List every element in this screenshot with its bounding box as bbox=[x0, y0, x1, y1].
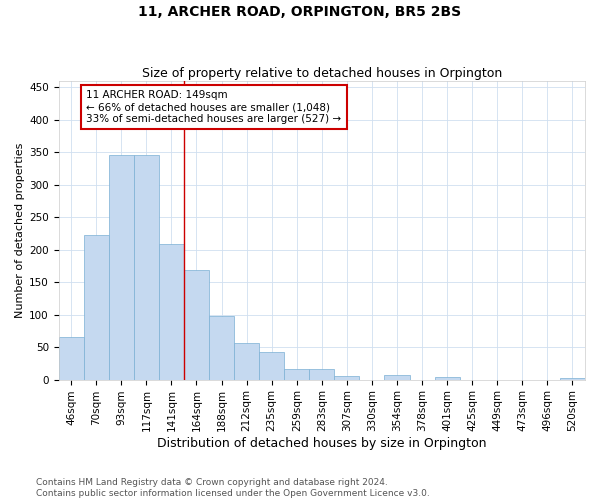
Bar bbox=[334, 376, 359, 380]
Bar bbox=[109, 156, 134, 380]
Bar bbox=[284, 369, 309, 380]
Bar bbox=[134, 156, 159, 380]
Bar bbox=[560, 378, 585, 380]
Bar bbox=[259, 352, 284, 380]
Y-axis label: Number of detached properties: Number of detached properties bbox=[15, 142, 25, 318]
Bar bbox=[234, 342, 259, 380]
Bar bbox=[209, 316, 234, 380]
Bar bbox=[385, 375, 410, 380]
Bar bbox=[59, 338, 84, 380]
Text: 11, ARCHER ROAD, ORPINGTON, BR5 2BS: 11, ARCHER ROAD, ORPINGTON, BR5 2BS bbox=[139, 5, 461, 19]
X-axis label: Distribution of detached houses by size in Orpington: Distribution of detached houses by size … bbox=[157, 437, 487, 450]
Title: Size of property relative to detached houses in Orpington: Size of property relative to detached ho… bbox=[142, 66, 502, 80]
Bar bbox=[159, 244, 184, 380]
Bar bbox=[184, 270, 209, 380]
Bar bbox=[434, 377, 460, 380]
Bar bbox=[309, 369, 334, 380]
Bar bbox=[84, 236, 109, 380]
Text: 11 ARCHER ROAD: 149sqm
← 66% of detached houses are smaller (1,048)
33% of semi-: 11 ARCHER ROAD: 149sqm ← 66% of detached… bbox=[86, 90, 341, 124]
Text: Contains HM Land Registry data © Crown copyright and database right 2024.
Contai: Contains HM Land Registry data © Crown c… bbox=[36, 478, 430, 498]
